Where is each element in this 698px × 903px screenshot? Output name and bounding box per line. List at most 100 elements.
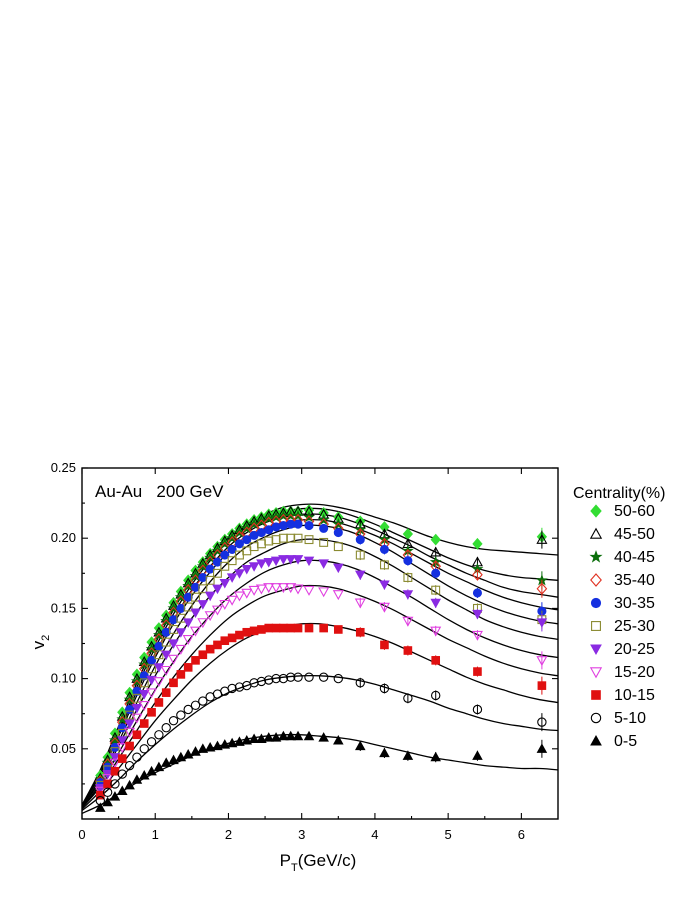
data-point (175, 644, 187, 655)
data-point (431, 585, 441, 595)
data-point (139, 671, 149, 681)
data-point (473, 667, 482, 676)
legend-label: 0-5 (614, 733, 637, 750)
data-point (160, 757, 172, 767)
legend-label: 35-40 (614, 572, 655, 589)
legend-label: 25-30 (614, 618, 655, 635)
data-point (286, 672, 296, 682)
legend-marker (591, 690, 601, 700)
data-point (402, 750, 414, 760)
data-point (153, 663, 165, 673)
legend-marker (590, 573, 602, 587)
y-tick-label: 0.10 (51, 671, 76, 686)
data-point (256, 676, 267, 687)
fit-curve (81, 675, 559, 812)
data-point (355, 678, 365, 688)
data-point (264, 623, 274, 633)
data-point (95, 802, 106, 812)
data-point (248, 562, 260, 572)
y-tick-label: 0.15 (51, 600, 76, 615)
data-point (124, 719, 135, 729)
data-point (146, 688, 158, 699)
data-point (205, 575, 215, 585)
data-point (102, 774, 114, 785)
data-point (271, 673, 281, 684)
data-point (270, 583, 282, 594)
data-point (536, 533, 548, 544)
legend-marker (590, 597, 602, 609)
data-point (431, 690, 441, 701)
data-point (176, 613, 186, 623)
data-point (198, 696, 208, 706)
data-point (146, 737, 157, 747)
data-point (169, 678, 178, 688)
data-point (354, 570, 366, 581)
data-point (537, 717, 547, 727)
data-point (278, 521, 288, 531)
data-point (160, 665, 172, 676)
x-tick-label: 5 (445, 827, 452, 842)
data-point (147, 664, 157, 674)
x-axis: 0 1 2 3 4 5 6 (78, 468, 525, 842)
data-point (379, 683, 390, 694)
data-point (278, 673, 289, 684)
legend-label: 10-15 (614, 687, 655, 704)
data-point (233, 591, 245, 602)
data-point (110, 779, 120, 789)
data-point (168, 716, 179, 726)
x-tick-label: 3 (298, 827, 305, 842)
data-point (138, 689, 150, 700)
data-point (263, 583, 275, 594)
data-point (197, 743, 209, 753)
data-point (354, 598, 366, 609)
data-point (257, 625, 266, 634)
data-point (168, 615, 179, 625)
data-point (131, 704, 143, 714)
data-point (304, 521, 314, 531)
legend: 50-60 45-50 40-45 35-40 30-35 25-30 20-25 15-20… (589, 503, 655, 750)
data-point (472, 609, 483, 620)
data-point (319, 523, 329, 533)
data-point (182, 748, 194, 759)
data-point (182, 635, 194, 646)
data-point (304, 535, 314, 545)
data-point (153, 677, 165, 688)
data-point (205, 644, 215, 654)
data-point (355, 550, 365, 560)
data-point (333, 542, 343, 552)
x-tick-label: 4 (371, 827, 378, 842)
data-point (125, 704, 135, 715)
data-point (402, 590, 414, 600)
legend-label: 50-60 (614, 503, 655, 520)
data-point (333, 563, 344, 574)
data-point (378, 602, 390, 613)
data-point (286, 623, 296, 633)
data-point (278, 730, 289, 741)
data-point (472, 704, 483, 715)
data-point (332, 590, 344, 601)
data-point (536, 743, 548, 753)
data-point (285, 583, 297, 594)
data-point (190, 700, 201, 710)
legend-marker (590, 712, 602, 724)
data-point (132, 730, 142, 740)
data-point (190, 608, 201, 619)
data-point (227, 683, 237, 694)
data-point (278, 533, 288, 543)
data-point (211, 605, 224, 616)
data-point (319, 623, 328, 633)
legend-marker (589, 667, 603, 679)
x-tick-label: 1 (152, 827, 159, 842)
data-point (197, 618, 209, 629)
fit-curve (81, 524, 559, 807)
x-tick-label: 2 (225, 827, 232, 842)
data-point (154, 650, 164, 660)
data-point (220, 561, 230, 571)
data-point (198, 584, 208, 594)
legend-marker (590, 644, 602, 656)
data-point (189, 626, 202, 637)
data-point (176, 710, 186, 720)
x-tick-label: 0 (78, 827, 85, 842)
data-point (380, 640, 389, 650)
data-point (226, 737, 238, 748)
